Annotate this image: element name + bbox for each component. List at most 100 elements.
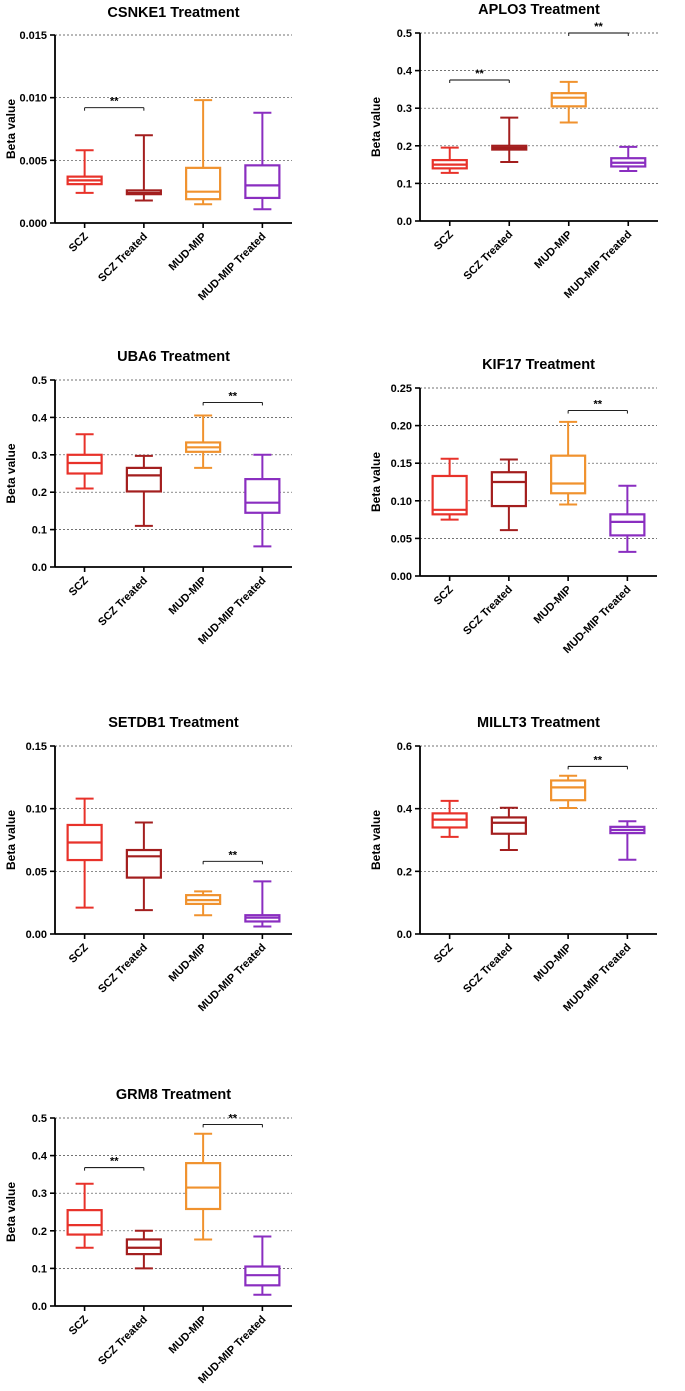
box-mud-mip: MUD-MIP [167, 1132, 222, 1357]
box-scz-treated: SCZ Treated [96, 134, 162, 285]
chart-panel-0: CSNKE1 Treatment Beta value 0.000 0.005 0.01… [4, 5, 292, 303]
x-category-label: MUD-MIP [167, 231, 210, 274]
chart-title: KIF17 Treatment [482, 357, 595, 373]
x-category-label: SCZ Treated [96, 942, 150, 996]
y-tick-label: 0.25 [391, 383, 412, 395]
y-tick-label: 0.2 [397, 866, 412, 878]
iqr-box [125, 466, 162, 493]
box-mud-mip-treated: MUD-MIP Treated [562, 145, 647, 301]
chart-panel-5: MILLT3 Treatment Beta value 0.0 0.2 0.4 0.6 SC… [369, 715, 657, 1014]
x-category-label: MUD-MIP Treated [196, 1314, 268, 1386]
chart-title: UBA6 Treatment [117, 349, 230, 365]
y-tick-label: 0.1 [32, 525, 47, 537]
y-tick-label: 0.4 [32, 1151, 48, 1163]
y-tick-label: 0.3 [32, 450, 47, 462]
iqr-box [609, 513, 646, 537]
y-tick-label: 0.010 [19, 93, 47, 105]
y-tick-label: 0.05 [26, 866, 47, 878]
chart-title: SETDB1 Treatment [108, 715, 239, 731]
box-scz: SCZ [431, 146, 468, 253]
significance-label: ** [228, 1112, 237, 1124]
box-mud-mip: MUD-MIP [167, 99, 222, 274]
box-mud-mip-treated: MUD-MIP Treated [561, 484, 646, 656]
box-scz: SCZ [431, 799, 468, 966]
y-tick-label: 0.3 [32, 1188, 47, 1200]
iqr-box [244, 164, 281, 200]
y-tick-label: 0.5 [397, 28, 412, 40]
y-tick-label: 0.3 [397, 103, 412, 115]
iqr-box [66, 1209, 103, 1236]
box-scz-treated: SCZ Treated [461, 116, 528, 283]
x-category-label: SCZ Treated [461, 229, 515, 283]
chart-title: CSNKE1 Treatment [107, 5, 239, 21]
box-scz: SCZ [66, 149, 103, 255]
box-mud-mip: MUD-MIP [167, 414, 222, 618]
chart-title: MILLT3 Treatment [477, 715, 600, 731]
x-category-label: SCZ [67, 230, 91, 254]
y-tick-label: 0.0 [397, 929, 412, 941]
iqr-box [244, 478, 281, 514]
x-category-label: SCZ [432, 941, 456, 965]
y-tick-label: 0.1 [32, 1263, 47, 1275]
box-scz-treated: SCZ Treated [461, 806, 527, 996]
iqr-box [550, 454, 587, 495]
iqr-box [550, 779, 587, 802]
x-category-label: MUD-MIP Treated [561, 942, 633, 1014]
y-axis-label: Beta value [369, 452, 383, 512]
y-tick-label: 0.6 [397, 741, 412, 753]
x-category-label: SCZ [67, 941, 91, 965]
box-mud-mip: MUD-MIP [532, 774, 587, 984]
box-scz: SCZ [66, 433, 103, 599]
y-tick-label: 0.0 [397, 216, 412, 228]
x-category-label: SCZ [67, 574, 91, 598]
x-category-label: MUD-MIP [167, 1314, 210, 1357]
y-tick-label: 0.4 [32, 412, 48, 424]
y-tick-label: 0.0 [32, 562, 47, 574]
iqr-box [490, 471, 527, 508]
x-category-label: SCZ Treated [461, 942, 515, 996]
significance-label: ** [228, 849, 237, 861]
box-mud-mip-treated: MUD-MIP Treated [196, 1235, 281, 1386]
chart-panel-2: UBA6 Treatment Beta value 0.0 0.1 0.2 0.3 0.4 0… [4, 349, 292, 647]
chart-panel-1: APLO3 Treatment Beta value 0.0 0.1 0.2 0.3 0.4… [369, 2, 658, 301]
x-category-label: MUD-MIP [532, 229, 575, 272]
iqr-box [185, 1162, 222, 1211]
chart-panel-3: KIF17 Treatment Beta value 0.00 0.05 0.10 0.1… [369, 357, 657, 656]
box-scz-treated: SCZ Treated [96, 821, 162, 996]
x-category-label: MUD-MIP Treated [196, 575, 268, 647]
x-category-label: SCZ Treated [96, 575, 150, 629]
x-category-label: SCZ Treated [96, 1314, 150, 1368]
y-tick-label: 0.4 [397, 804, 413, 816]
y-tick-label: 0.2 [32, 1226, 47, 1238]
x-category-label: SCZ Treated [461, 584, 515, 638]
x-category-label: MUD-MIP Treated [196, 942, 268, 1014]
significance-label: ** [593, 754, 602, 766]
chart-panel-4: SETDB1 Treatment Beta value 0.00 0.05 0.10 0.… [4, 715, 292, 1014]
box-scz-treated: SCZ Treated [461, 458, 527, 638]
chart-panel-6: GRM8 Treatment Beta value 0.0 0.1 0.2 0.3 0.4 0… [4, 1087, 292, 1386]
y-tick-label: 0.15 [26, 741, 47, 753]
box-scz: SCZ [431, 457, 468, 608]
y-tick-label: 0.00 [26, 929, 47, 941]
iqr-box [550, 92, 587, 108]
iqr-box [125, 848, 162, 879]
y-axis-label: Beta value [369, 810, 383, 870]
y-tick-label: 0.015 [19, 30, 47, 42]
chart-title: GRM8 Treatment [116, 1087, 231, 1103]
significance-label: ** [110, 1156, 119, 1168]
iqr-box [431, 474, 468, 516]
y-tick-label: 0.10 [26, 804, 47, 816]
y-tick-label: 0.15 [391, 458, 412, 470]
x-category-label: MUD-MIP Treated [196, 231, 268, 303]
y-tick-label: 0.5 [32, 1113, 47, 1125]
x-category-label: MUD-MIP [167, 575, 210, 618]
y-tick-label: 0.4 [397, 66, 413, 78]
iqr-box [66, 453, 103, 475]
significance-label: ** [110, 96, 119, 108]
significance-label: ** [594, 21, 603, 33]
box-scz: SCZ [66, 797, 103, 966]
box-scz-treated: SCZ Treated [96, 454, 162, 629]
y-tick-label: 0.10 [391, 496, 412, 508]
x-category-label: SCZ [432, 583, 456, 607]
x-category-label: MUD-MIP [167, 942, 210, 985]
